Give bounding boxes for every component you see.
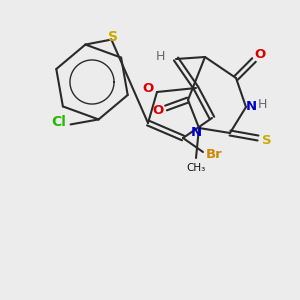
Text: S: S	[108, 30, 118, 44]
Text: S: S	[262, 134, 272, 146]
Text: N: N	[245, 100, 256, 113]
Text: Cl: Cl	[51, 116, 66, 129]
Text: O: O	[152, 104, 164, 118]
Text: Br: Br	[206, 148, 222, 161]
Text: N: N	[190, 125, 202, 139]
Text: H: H	[155, 50, 165, 62]
Text: O: O	[142, 82, 154, 95]
Text: H: H	[257, 98, 267, 112]
Text: O: O	[254, 47, 266, 61]
Text: CH₃: CH₃	[186, 163, 206, 173]
